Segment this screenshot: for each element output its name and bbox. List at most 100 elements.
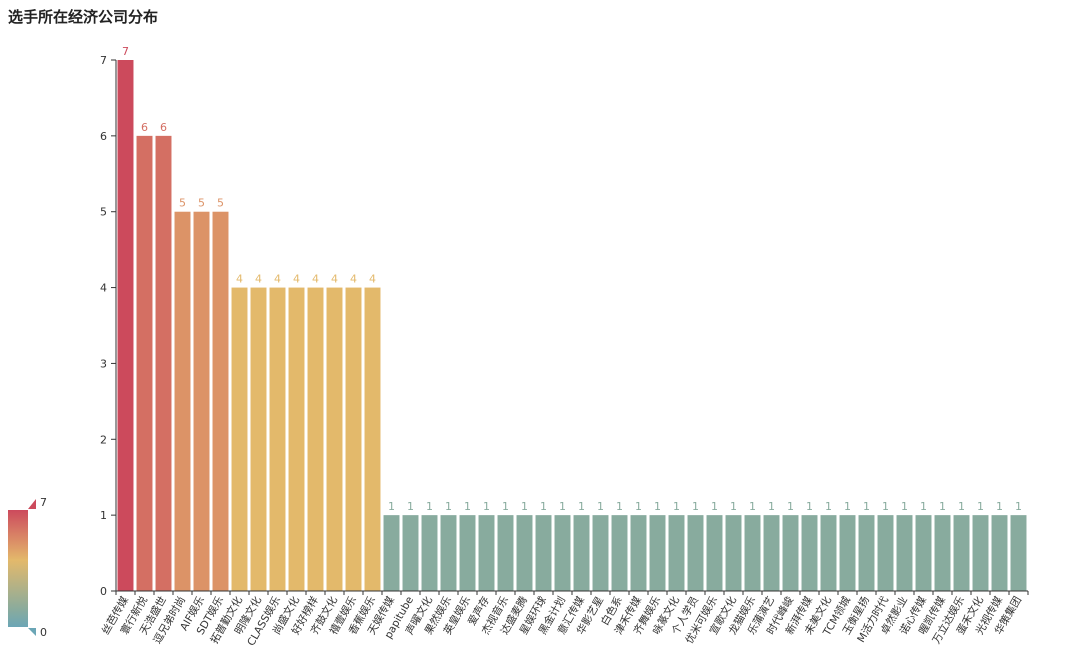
bar[interactable] — [459, 515, 476, 591]
bar[interactable] — [288, 287, 305, 591]
bar-value-label: 1 — [1015, 500, 1022, 513]
visual-map-max-label: 7 — [40, 496, 47, 509]
bar[interactable] — [193, 211, 210, 591]
bar[interactable] — [744, 515, 761, 591]
bar[interactable] — [497, 515, 514, 591]
bar-value-label: 1 — [920, 500, 927, 513]
y-tick-label: 0 — [100, 585, 107, 598]
value-labels-group: 76 65 5 54 4 4 4 4 4 4 41 1 1 1 1 1 1 1 1 1 1 1 1 1 1 1 1 1 1 1 1 1 1 1 1 1… — [122, 45, 1022, 513]
bar[interactable] — [136, 135, 153, 591]
bar-value-label: 1 — [540, 500, 547, 513]
bar[interactable] — [573, 515, 590, 591]
bar[interactable] — [706, 515, 723, 591]
y-tick-label: 2 — [100, 433, 107, 446]
bar-value-label: 4 — [274, 273, 281, 286]
bar[interactable] — [611, 515, 628, 591]
bar-value-label: 1 — [863, 500, 870, 513]
bar[interactable] — [326, 287, 343, 591]
bar[interactable] — [478, 515, 495, 591]
bar[interactable] — [839, 515, 856, 591]
bar[interactable] — [402, 515, 419, 591]
y-tick-label: 6 — [100, 130, 107, 143]
visual-map-legend: 70 — [8, 496, 47, 639]
bar-value-label: 4 — [312, 273, 319, 286]
x-axis: 丝芭传媒寰行新悦天浩盛世逗兄弟时尚AIF娱乐SDT娱乐拓普勤文化明隆文化CLAS… — [99, 590, 1029, 648]
bar-value-label: 1 — [730, 500, 737, 513]
bar-value-label: 1 — [559, 500, 566, 513]
bar[interactable] — [592, 515, 609, 591]
bar-value-label: 1 — [939, 500, 946, 513]
bar[interactable] — [231, 287, 248, 591]
bar[interactable] — [858, 515, 875, 591]
bar-value-label: 1 — [749, 500, 756, 513]
bar[interactable] — [725, 515, 742, 591]
bar-value-label: 1 — [806, 500, 813, 513]
bar[interactable] — [307, 287, 324, 591]
bar[interactable] — [516, 515, 533, 591]
bar-value-label: 1 — [996, 500, 1003, 513]
bar-value-label: 1 — [901, 500, 908, 513]
bar-value-label: 1 — [426, 500, 433, 513]
bar[interactable] — [421, 515, 438, 591]
bar-value-label: 7 — [122, 45, 129, 58]
bar-value-label: 1 — [673, 500, 680, 513]
bar[interactable] — [383, 515, 400, 591]
bar[interactable] — [953, 515, 970, 591]
bar[interactable] — [763, 515, 780, 591]
bar-value-label: 1 — [825, 500, 832, 513]
bar[interactable] — [364, 287, 381, 591]
bar[interactable] — [782, 515, 799, 591]
bar[interactable] — [934, 515, 951, 591]
bar[interactable] — [250, 287, 267, 591]
bar-value-label: 1 — [882, 500, 889, 513]
bar[interactable] — [877, 515, 894, 591]
bar-value-label: 1 — [654, 500, 661, 513]
bar[interactable] — [668, 515, 685, 591]
bar[interactable] — [269, 287, 286, 591]
bar-value-label: 1 — [521, 500, 528, 513]
visual-map-max-handle[interactable] — [28, 499, 36, 509]
bar-value-label: 6 — [141, 121, 148, 134]
bar[interactable] — [1010, 515, 1027, 591]
bar-value-label: 1 — [635, 500, 642, 513]
bar[interactable] — [801, 515, 818, 591]
y-tick-label: 5 — [100, 206, 107, 219]
bar[interactable] — [440, 515, 457, 591]
bar[interactable] — [649, 515, 666, 591]
bar-value-label: 1 — [711, 500, 718, 513]
bar-value-label: 1 — [502, 500, 509, 513]
bar[interactable] — [117, 60, 134, 591]
bar-value-label: 1 — [958, 500, 965, 513]
bar-value-label: 1 — [464, 500, 471, 513]
bar[interactable] — [820, 515, 837, 591]
bar-value-label: 4 — [350, 273, 357, 286]
bar-value-label: 4 — [331, 273, 338, 286]
bar-value-label: 1 — [445, 500, 452, 513]
bar[interactable] — [554, 515, 571, 591]
visual-map-min-label: 0 — [40, 626, 47, 639]
bar-value-label: 5 — [217, 197, 224, 210]
bar[interactable] — [972, 515, 989, 591]
bar-value-label: 1 — [692, 500, 699, 513]
bar[interactable] — [991, 515, 1008, 591]
visual-map-min-handle[interactable] — [28, 628, 36, 636]
bar-value-label: 1 — [407, 500, 414, 513]
bar[interactable] — [212, 211, 229, 591]
bar-value-label: 4 — [255, 273, 262, 286]
bar-value-label: 1 — [844, 500, 851, 513]
bar-value-label: 1 — [388, 500, 395, 513]
y-tick-label: 1 — [100, 509, 107, 522]
bar-value-label: 1 — [578, 500, 585, 513]
bar[interactable] — [687, 515, 704, 591]
bar[interactable] — [896, 515, 913, 591]
bar-value-label: 6 — [160, 121, 167, 134]
bar[interactable] — [535, 515, 552, 591]
y-tick-label: 4 — [100, 282, 107, 295]
bar-value-label: 1 — [787, 500, 794, 513]
y-tick-label: 3 — [100, 357, 107, 370]
bar[interactable] — [174, 211, 191, 591]
bar[interactable] — [345, 287, 362, 591]
bar[interactable] — [155, 135, 172, 591]
bar[interactable] — [915, 515, 932, 591]
bar[interactable] — [630, 515, 647, 591]
